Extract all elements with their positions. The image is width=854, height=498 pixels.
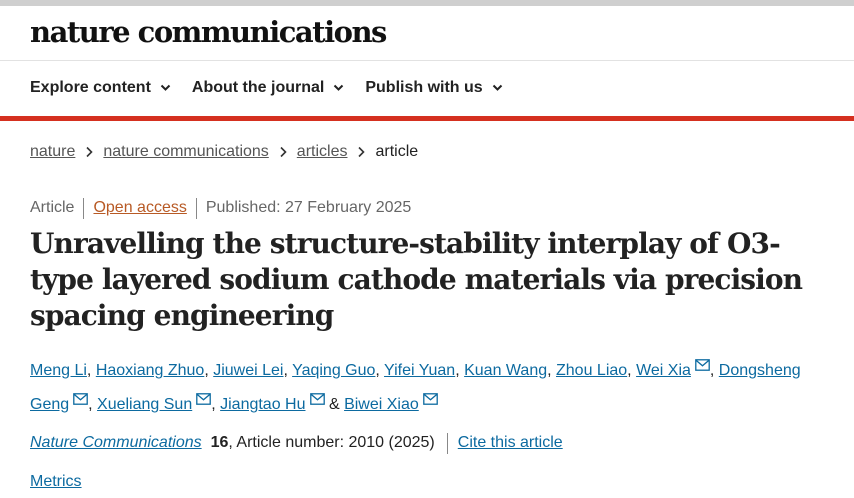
author-link[interactable]: Zhou Liao xyxy=(556,362,628,379)
journal-logo[interactable]: nature communications xyxy=(30,15,387,49)
breadcrumb-link-journal[interactable]: nature communications xyxy=(103,143,269,160)
author-link[interactable]: Haoxiang Zhuo xyxy=(95,362,205,379)
author-separator: , xyxy=(455,362,465,379)
nav-explore-content[interactable]: Explore content xyxy=(30,79,171,97)
mail-icon[interactable] xyxy=(422,386,438,405)
author-separator: , xyxy=(547,362,556,379)
nav-about-journal[interactable]: About the journal xyxy=(192,79,344,97)
nav-item-label: About the journal xyxy=(191,79,325,96)
author-link[interactable]: Xueliang Sun xyxy=(97,396,193,413)
author-link[interactable]: Wei Xia xyxy=(636,362,691,379)
author-link[interactable]: Yaqing Guo xyxy=(292,362,376,379)
citation-line: Nature Communications 16 , Article numbe… xyxy=(30,432,563,454)
meta-divider xyxy=(195,197,197,219)
journal-link[interactable]: Nature Communications xyxy=(30,434,202,451)
volume-number: 16 xyxy=(210,434,229,451)
author-separator: , xyxy=(709,362,719,379)
mail-icon[interactable] xyxy=(73,386,88,405)
breadcrumb-link-articles[interactable]: articles xyxy=(296,143,348,160)
article-type: Article xyxy=(30,199,75,216)
breadcrumb-link-nature[interactable]: nature xyxy=(30,143,76,160)
nav-item-label: Publish with us xyxy=(365,79,483,96)
author-separator: , xyxy=(283,362,293,379)
breadcrumb: nature nature communications articles ar… xyxy=(30,141,418,163)
main-nav: Explore content About the journal Publis… xyxy=(30,76,524,100)
author-separator: , xyxy=(211,396,221,413)
chevron-down-icon xyxy=(492,84,502,91)
author-link[interactable]: Jiuwei Lei xyxy=(213,362,284,379)
author-link[interactable]: Dongsheng Geng xyxy=(30,362,801,413)
author-link[interactable]: Meng Li xyxy=(30,362,87,379)
breadcrumb-current: article xyxy=(375,143,419,160)
author-link[interactable]: Kuan Wang xyxy=(464,362,548,379)
accent-bar xyxy=(0,116,854,121)
author-separator: , xyxy=(88,396,98,413)
chevron-right-icon xyxy=(358,146,366,158)
metrics-link[interactable]: Metrics xyxy=(30,473,82,490)
chevron-down-icon xyxy=(334,84,344,91)
nav-publish-with-us[interactable]: Publish with us xyxy=(365,79,502,97)
author-separator: , xyxy=(375,362,385,379)
chevron-right-icon xyxy=(86,146,94,158)
top-strip xyxy=(0,0,854,6)
author-separator: & xyxy=(324,396,345,413)
mail-icon[interactable] xyxy=(695,352,710,371)
mail-icon[interactable] xyxy=(309,386,325,405)
author-link[interactable]: Jiangtao Hu xyxy=(220,396,306,413)
chevron-down-icon xyxy=(160,84,171,91)
author-separator: , xyxy=(204,362,214,379)
author-separator: , xyxy=(86,362,96,379)
published-date: Published: 27 February 2025 xyxy=(205,199,412,216)
nav-item-label: Explore content xyxy=(30,79,151,96)
open-access-link[interactable]: Open access xyxy=(93,199,187,216)
author-separator: , xyxy=(627,362,637,379)
cite-this-article-link[interactable]: Cite this article xyxy=(457,434,563,451)
article-number: , Article number: 2010 (2025) xyxy=(228,434,435,451)
author-list: Meng Li, Haoxiang Zhuo, Jiuwei Lei, Yaqi… xyxy=(30,352,830,420)
mail-icon[interactable] xyxy=(196,386,212,405)
meta-divider xyxy=(83,197,85,219)
citation-divider xyxy=(446,432,448,454)
chevron-right-icon xyxy=(280,146,287,158)
header-divider xyxy=(0,60,854,61)
article-title: Unravelling the structure-stability inte… xyxy=(30,227,803,332)
article-meta: Article Open access Published: 27 Februa… xyxy=(30,197,411,219)
author-link[interactable]: Yifei Yuan xyxy=(384,362,456,379)
author-link[interactable]: Biwei Xiao xyxy=(344,396,419,413)
